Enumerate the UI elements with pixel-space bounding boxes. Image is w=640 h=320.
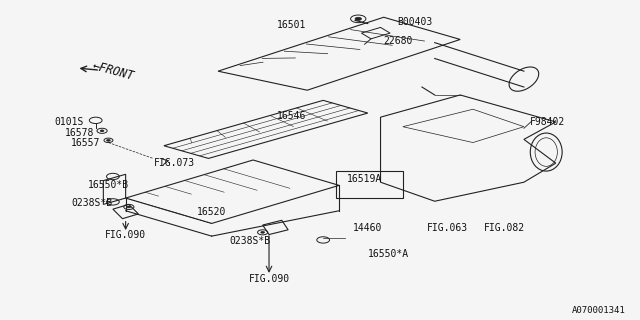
Text: FIG.073: FIG.073 bbox=[154, 158, 195, 168]
Text: F98402: F98402 bbox=[531, 117, 566, 127]
Text: 0238S*B: 0238S*B bbox=[72, 198, 113, 208]
Text: ←FRONT: ←FRONT bbox=[91, 60, 135, 83]
Text: FIG.063: FIG.063 bbox=[427, 223, 468, 233]
Circle shape bbox=[106, 140, 110, 141]
Circle shape bbox=[260, 231, 264, 233]
Circle shape bbox=[355, 17, 362, 20]
Text: FIG.082: FIG.082 bbox=[484, 223, 525, 233]
Text: 22680: 22680 bbox=[384, 36, 413, 46]
Text: 0101S: 0101S bbox=[55, 117, 84, 127]
Text: A070001341: A070001341 bbox=[572, 306, 626, 315]
Text: FIG.090: FIG.090 bbox=[248, 274, 289, 284]
Text: FIG.090: FIG.090 bbox=[105, 229, 146, 240]
Text: 16546: 16546 bbox=[276, 111, 306, 121]
Text: 16578: 16578 bbox=[65, 128, 94, 138]
Text: B00403: B00403 bbox=[397, 17, 433, 27]
Circle shape bbox=[127, 206, 131, 208]
Text: 16557: 16557 bbox=[71, 138, 100, 148]
Text: 16519A: 16519A bbox=[347, 174, 382, 184]
Text: 16550*B: 16550*B bbox=[88, 180, 129, 190]
Text: 16520: 16520 bbox=[197, 207, 227, 217]
Text: 16550*A: 16550*A bbox=[368, 249, 409, 259]
Text: 0238S*B: 0238S*B bbox=[229, 236, 271, 246]
Text: 16501: 16501 bbox=[276, 20, 306, 30]
Text: 14460: 14460 bbox=[353, 223, 383, 233]
Circle shape bbox=[100, 130, 104, 132]
